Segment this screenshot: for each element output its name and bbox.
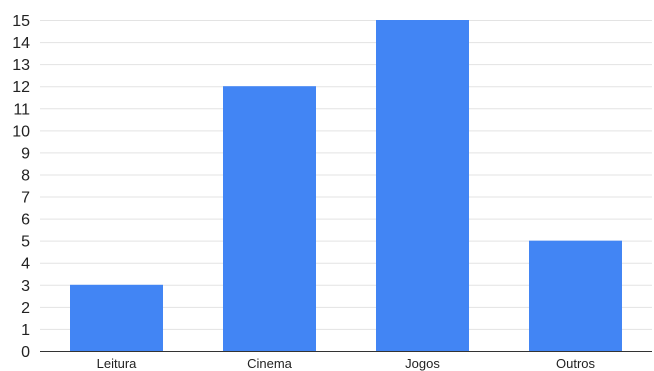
y-tick-label: 5 [21, 234, 30, 251]
y-tick-label: 14 [12, 35, 30, 52]
bars [70, 20, 622, 351]
y-tick-label: 9 [21, 145, 30, 162]
y-tick-label: 1 [21, 322, 30, 339]
y-tick-label: 3 [21, 278, 30, 295]
gridlines [40, 20, 652, 330]
bar-outros [529, 240, 622, 351]
x-tick-label-jogos: Jogos [405, 356, 440, 371]
y-tick-label: 15 [12, 13, 30, 30]
y-tick-label: 2 [21, 300, 30, 317]
bar-jogos [376, 20, 469, 351]
y-tick-label: 10 [12, 123, 30, 140]
y-tick-label: 0 [21, 344, 30, 361]
x-tick-label-cinema: Cinema [247, 356, 293, 371]
bar-cinema [223, 86, 316, 351]
y-tick-label: 7 [21, 190, 30, 207]
x-tick-label-outros: Outros [556, 356, 596, 371]
y-tick-label: 4 [21, 256, 30, 273]
x-axis-ticks: Leitura Cinema Jogos Outros [97, 356, 596, 371]
y-tick-label: 8 [21, 167, 30, 184]
x-tick-label-leitura: Leitura [97, 356, 138, 371]
y-tick-label: 13 [12, 57, 30, 74]
y-tick-label: 12 [12, 79, 30, 96]
bar-leitura [70, 284, 163, 351]
y-tick-label: 11 [13, 101, 30, 118]
y-tick-label: 6 [21, 212, 30, 229]
